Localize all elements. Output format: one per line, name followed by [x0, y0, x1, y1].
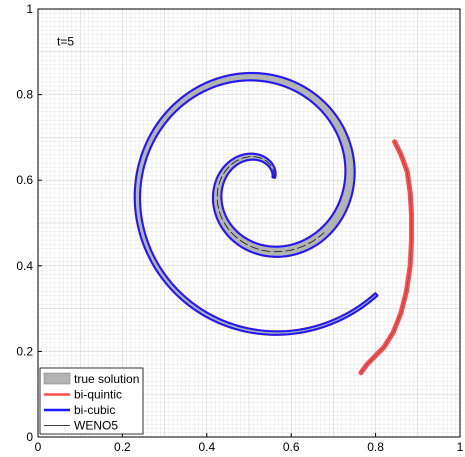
- plot-frame: [37, 8, 461, 438]
- y-tick-label: 0.2: [16, 344, 33, 358]
- x-tick-label: 0.2: [114, 440, 131, 454]
- y-tick-label: 0: [26, 430, 33, 444]
- x-tick-label: 0.6: [283, 440, 300, 454]
- true-solution-band: [134, 73, 378, 335]
- weno5-tail: [360, 141, 412, 373]
- legend-label: bi-quintic: [74, 388, 122, 402]
- x-tick-label: 0.8: [367, 440, 384, 454]
- legend-label: WENO5: [74, 419, 118, 433]
- plot-grid: [38, 9, 460, 437]
- y-tick-label: 0.4: [16, 259, 33, 273]
- time-annotation: t=5: [57, 34, 74, 48]
- axis-ticks: 0 0.2 0.4 0.6 0.8 1 0 0.2 0.4 0.6 0.8 1: [16, 2, 463, 454]
- legend-swatch: [43, 372, 71, 385]
- x-tick-label: 1: [457, 440, 464, 454]
- y-tick-label: 1: [26, 2, 33, 16]
- spiral-band: [133, 71, 414, 376]
- legend-label: true solution: [74, 372, 139, 386]
- y-tick-label: 0.6: [16, 173, 33, 187]
- y-tick-label: 0.8: [16, 88, 33, 102]
- x-tick-label: 0: [35, 440, 42, 454]
- x-tick-label: 0.4: [198, 440, 215, 454]
- bi-cubic-contour: [133, 72, 379, 336]
- legend-label: bi-cubic: [74, 403, 115, 417]
- weno5-contour: [216, 156, 325, 253]
